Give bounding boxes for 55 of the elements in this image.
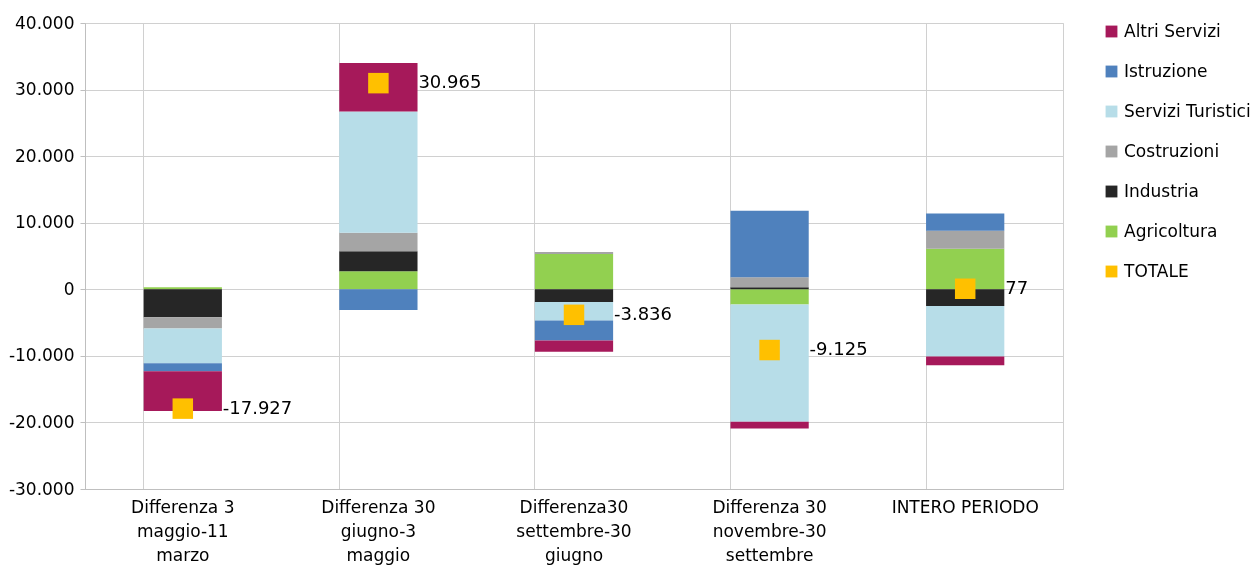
bar xyxy=(339,289,418,310)
legend-label: Costruzioni xyxy=(1124,140,1220,161)
legend-label: Industria xyxy=(1124,180,1200,201)
bar xyxy=(534,320,614,341)
bar xyxy=(339,251,418,272)
point xyxy=(172,398,194,419)
legend-label: Altri Servizi xyxy=(1124,20,1221,41)
bar xyxy=(143,371,222,412)
bar xyxy=(534,340,614,352)
y-tick-label: 0 xyxy=(63,278,75,299)
y-tick-label: 20.000 xyxy=(15,145,75,166)
bar xyxy=(339,271,418,290)
bar xyxy=(143,363,222,372)
x-tick-label: Differenza 30 giugno-3 maggio xyxy=(321,496,436,565)
data-label: -9.125 xyxy=(809,338,868,360)
bar xyxy=(926,230,1005,249)
point xyxy=(954,278,976,300)
bar xyxy=(926,356,1005,366)
legend-label: Istruzione xyxy=(1124,60,1208,81)
bar xyxy=(339,111,418,233)
bar xyxy=(143,328,222,364)
bar xyxy=(730,289,809,305)
bar xyxy=(143,317,222,329)
data-label: 77 xyxy=(1005,276,1029,298)
bar xyxy=(730,304,809,422)
y-tick-label: 40.000 xyxy=(15,12,75,33)
bar xyxy=(926,248,1005,290)
bar xyxy=(926,305,1005,357)
bar xyxy=(926,213,1005,231)
point xyxy=(563,304,585,326)
y-tick-label: 10.000 xyxy=(15,212,75,233)
bar xyxy=(534,254,614,290)
bar xyxy=(534,289,614,302)
legend-label: TOTALE xyxy=(1123,260,1189,281)
y-tick-label: 30.000 xyxy=(15,79,75,100)
legend-label: Agricoltura xyxy=(1124,220,1218,241)
x-tick-label: Differenza30 settembre-30 giugno xyxy=(516,496,632,565)
bar xyxy=(339,232,418,252)
x-tick-label: Differenza 3 maggio-11 marzo xyxy=(131,496,235,565)
point xyxy=(759,339,780,361)
bar xyxy=(730,277,809,288)
data-label: 30.965 xyxy=(418,71,482,93)
bar xyxy=(730,210,809,278)
y-tick-label: -30.000 xyxy=(8,478,75,499)
bar xyxy=(143,287,222,290)
y-tick-label: -20.000 xyxy=(8,411,75,432)
x-tick-label: Differenza 30 novembre-30 settembre xyxy=(712,496,827,565)
data-label: -3.836 xyxy=(614,302,673,324)
legend-label: Servizi Turistici xyxy=(1124,100,1251,121)
bar xyxy=(730,287,809,290)
data-label: -17.927 xyxy=(222,396,293,418)
bar xyxy=(730,421,809,429)
bar xyxy=(143,289,222,318)
y-tick-label: -10.000 xyxy=(8,345,75,366)
x-tick-label: INTERO PERIODO xyxy=(891,496,1039,517)
